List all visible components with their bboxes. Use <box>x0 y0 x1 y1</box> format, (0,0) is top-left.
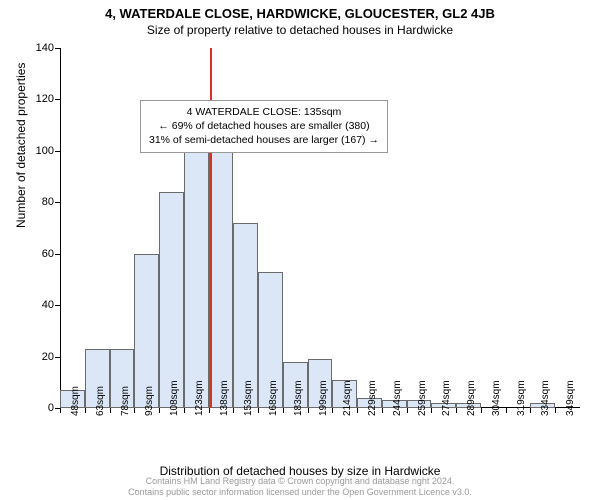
x-tick-label: 349sqm <box>565 380 576 416</box>
histogram-bar <box>209 130 234 408</box>
chart-container: 4, WATERDALE CLOSE, HARDWICKE, GLOUCESTE… <box>0 0 600 500</box>
x-tick <box>283 408 284 413</box>
x-tick <box>60 408 61 413</box>
y-tick <box>55 99 60 100</box>
x-tick <box>357 408 358 413</box>
x-tick <box>134 408 135 413</box>
x-tick-label: 108sqm <box>169 380 180 416</box>
page-title: 4, WATERDALE CLOSE, HARDWICKE, GLOUCESTE… <box>0 0 600 21</box>
x-tick <box>506 408 507 413</box>
x-tick-label: 123sqm <box>194 380 205 416</box>
x-tick <box>431 408 432 413</box>
histogram-bar <box>134 254 159 408</box>
x-tick-label: 199sqm <box>318 380 329 416</box>
x-tick <box>184 408 185 413</box>
x-tick <box>258 408 259 413</box>
y-tick-label: 100 <box>24 145 54 157</box>
x-tick-label: 229sqm <box>367 380 378 416</box>
x-tick <box>332 408 333 413</box>
info-line-3: 31% of semi-detached houses are larger (… <box>149 133 379 147</box>
x-tick-label: 274sqm <box>441 380 452 416</box>
x-tick-label: 214sqm <box>342 380 353 416</box>
y-tick <box>55 357 60 358</box>
x-tick <box>456 408 457 413</box>
x-tick-label: 259sqm <box>417 380 428 416</box>
x-tick <box>407 408 408 413</box>
x-tick <box>159 408 160 413</box>
x-tick-label: 304sqm <box>491 380 502 416</box>
info-line-1: 4 WATERDALE CLOSE: 135sqm <box>149 105 379 119</box>
y-tick-label: 60 <box>24 248 54 260</box>
x-tick <box>110 408 111 413</box>
footer: Contains HM Land Registry data © Crown c… <box>0 476 600 498</box>
x-tick-label: 334sqm <box>540 380 551 416</box>
footer-line-2: Contains public sector information licen… <box>0 487 600 498</box>
histogram-bar <box>159 192 184 408</box>
x-tick <box>481 408 482 413</box>
x-tick-label: 93sqm <box>144 386 155 416</box>
x-tick-label: 319sqm <box>516 380 527 416</box>
y-tick <box>55 48 60 49</box>
x-tick-label: 48sqm <box>70 386 81 416</box>
chart-area: 02040608010012014048sqm63sqm78sqm93sqm10… <box>60 48 580 408</box>
x-tick <box>530 408 531 413</box>
histogram-bar <box>184 130 209 408</box>
x-tick <box>85 408 86 413</box>
info-line-2: ← 69% of detached houses are smaller (38… <box>149 119 379 133</box>
x-tick <box>308 408 309 413</box>
y-axis-line <box>60 48 61 408</box>
x-tick <box>209 408 210 413</box>
x-tick <box>382 408 383 413</box>
x-tick-label: 183sqm <box>293 380 304 416</box>
x-tick-label: 63sqm <box>95 386 106 416</box>
page-subtitle: Size of property relative to detached ho… <box>0 21 600 37</box>
y-tick-label: 140 <box>24 42 54 54</box>
y-tick-label: 40 <box>24 299 54 311</box>
y-tick <box>55 305 60 306</box>
y-tick <box>55 254 60 255</box>
y-tick <box>55 151 60 152</box>
x-tick-label: 153sqm <box>243 380 254 416</box>
y-tick <box>55 202 60 203</box>
info-box: 4 WATERDALE CLOSE: 135sqm ← 69% of detac… <box>140 100 388 153</box>
x-tick <box>233 408 234 413</box>
x-tick-label: 138sqm <box>219 380 230 416</box>
y-tick-label: 0 <box>24 402 54 414</box>
x-tick <box>555 408 556 413</box>
y-tick-label: 20 <box>24 351 54 363</box>
x-tick-label: 244sqm <box>392 380 403 416</box>
x-tick-label: 168sqm <box>268 380 279 416</box>
y-tick-label: 80 <box>24 196 54 208</box>
x-tick-label: 289sqm <box>466 380 477 416</box>
x-tick-label: 78sqm <box>120 386 131 416</box>
y-tick-label: 120 <box>24 93 54 105</box>
footer-line-1: Contains HM Land Registry data © Crown c… <box>0 476 600 487</box>
